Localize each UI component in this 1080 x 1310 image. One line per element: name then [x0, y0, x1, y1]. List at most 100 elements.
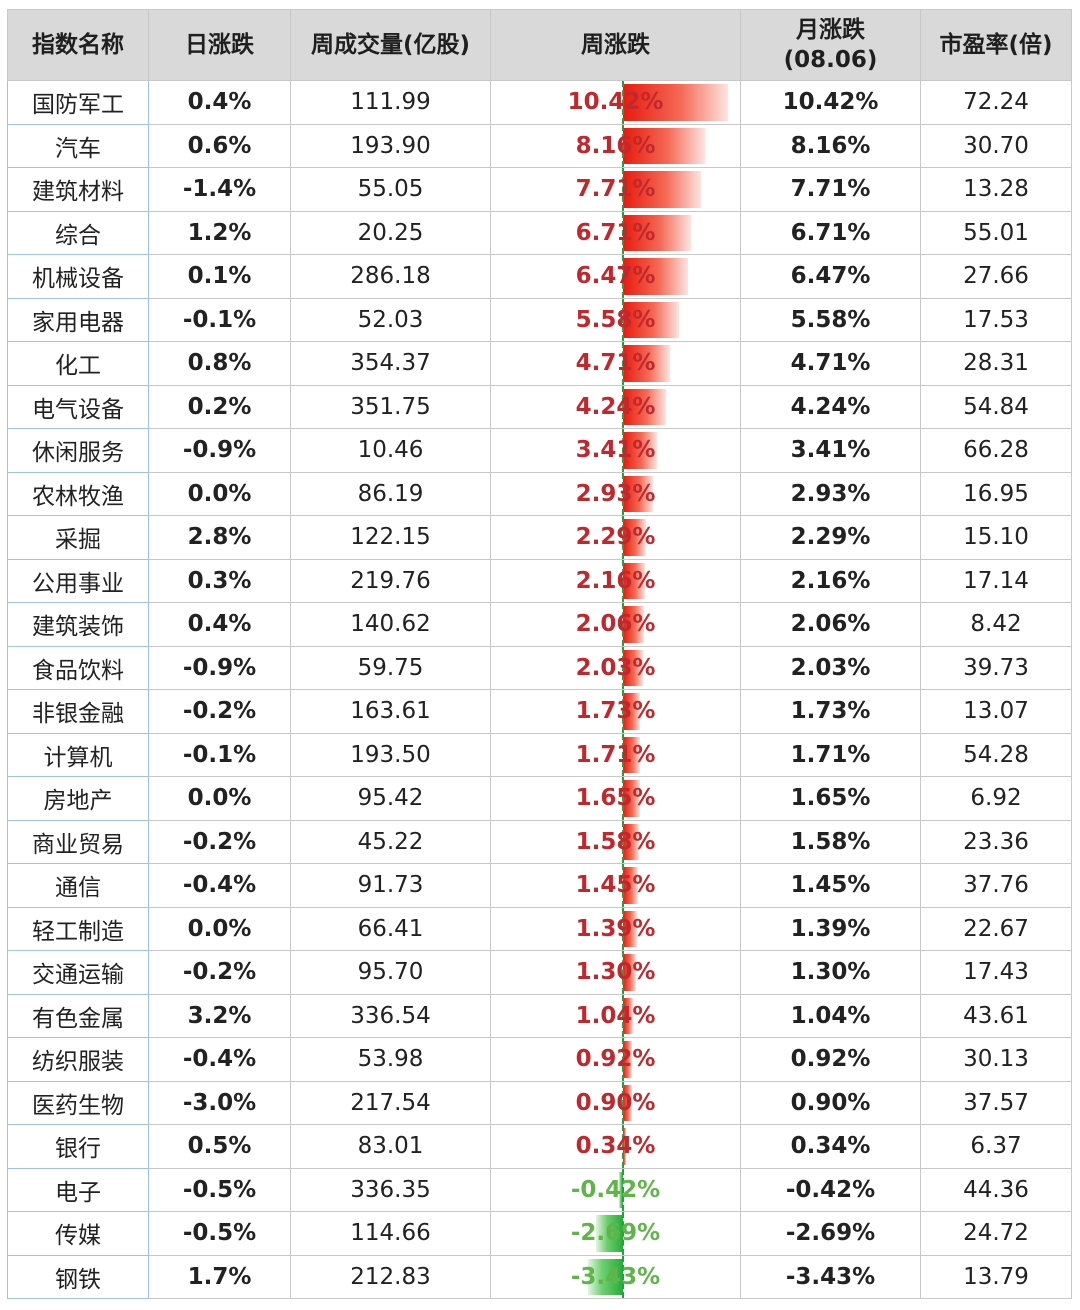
daily-change-cell: 0.5%: [148, 1124, 291, 1169]
weekly-change-label: 2.06%: [575, 611, 656, 638]
daily-change-cell: -0.9%: [148, 645, 291, 690]
pe-ratio-cell: 43.61: [920, 993, 1072, 1038]
weekly-change-label: 1.04%: [575, 1002, 656, 1029]
table-row[interactable]: 公用事业 0.3% 219.76 2.16% 2.16% 17.14: [7, 558, 1072, 603]
weekly-volume-cell: 336.35: [290, 1167, 491, 1212]
pe-ratio-cell: 37.76: [920, 863, 1072, 908]
weekly-change-label: 0.90%: [575, 1089, 656, 1116]
table-row[interactable]: 采掘 2.8% 122.15 2.29% 2.29% 15.10: [7, 515, 1072, 560]
index-name-cell: 电气设备: [7, 384, 149, 429]
weekly-change-label: 4.71%: [575, 350, 656, 377]
pe-ratio-cell: 28.31: [920, 341, 1072, 386]
table-row[interactable]: 纺织服装 -0.4% 53.98 0.92% 0.92% 30.13: [7, 1037, 1072, 1082]
pe-ratio-cell: 39.73: [920, 645, 1072, 690]
index-name-cell: 通信: [7, 863, 149, 908]
weekly-change-axis: [622, 603, 624, 646]
daily-change-cell: -0.9%: [148, 428, 291, 473]
weekly-change-bar: [623, 910, 637, 947]
table-row[interactable]: 钢铁 1.7% 212.83 -3.43% -3.43% 13.79: [7, 1254, 1072, 1299]
weekly-change-label: 2.29%: [575, 524, 656, 551]
weekly-volume-cell: 140.62: [290, 602, 491, 647]
pe-ratio-cell: 22.67: [920, 906, 1072, 951]
table-row[interactable]: 机械设备 0.1% 286.18 6.47% 6.47% 27.66: [7, 254, 1072, 299]
weekly-change-cell: 8.16%: [490, 123, 741, 168]
header-daily-change[interactable]: 日涨跌: [148, 9, 291, 81]
index-name-cell: 采掘: [7, 515, 149, 560]
pe-ratio-cell: 13.28: [920, 167, 1072, 212]
pe-ratio-cell: 17.43: [920, 950, 1072, 995]
weekly-change-label: 0.34%: [575, 1133, 656, 1160]
table-row[interactable]: 电子 -0.5% 336.35 -0.42% -0.42% 44.36: [7, 1167, 1072, 1212]
table-row[interactable]: 食品饮料 -0.9% 59.75 2.03% 2.03% 39.73: [7, 645, 1072, 690]
weekly-change-label: -2.69%: [570, 1220, 661, 1247]
weekly-change-cell: 3.41%: [490, 428, 741, 473]
weekly-change-bar: [623, 997, 634, 1034]
monthly-change-cell: -3.43%: [740, 1254, 921, 1299]
table-row[interactable]: 建筑装饰 0.4% 140.62 2.06% 2.06% 8.42: [7, 602, 1072, 647]
weekly-change-bar: [623, 214, 691, 251]
table-row[interactable]: 家用电器 -0.1% 52.03 5.58% 5.58% 17.53: [7, 297, 1072, 342]
weekly-change-axis: [622, 124, 624, 167]
weekly-change-axis: [622, 864, 624, 907]
pe-ratio-cell: 55.01: [920, 210, 1072, 255]
index-name-cell: 房地产: [7, 776, 149, 821]
weekly-volume-cell: 55.05: [290, 167, 491, 212]
table-row[interactable]: 交通运输 -0.2% 95.70 1.30% 1.30% 17.43: [7, 950, 1072, 995]
daily-change-cell: 0.4%: [148, 80, 291, 125]
table-row[interactable]: 汽车 0.6% 193.90 8.16% 8.16% 30.70: [7, 123, 1072, 168]
table-row[interactable]: 化工 0.8% 354.37 4.71% 4.71% 28.31: [7, 341, 1072, 386]
index-name-cell: 休闲服务: [7, 428, 149, 473]
table-row[interactable]: 传媒 -0.5% 114.66 -2.69% -2.69% 24.72: [7, 1211, 1072, 1256]
table-row[interactable]: 有色金属 3.2% 336.54 1.04% 1.04% 43.61: [7, 993, 1072, 1038]
daily-change-cell: 0.0%: [148, 776, 291, 821]
weekly-change-cell: 5.58%: [490, 297, 741, 342]
daily-change-cell: -0.1%: [148, 732, 291, 777]
table-row[interactable]: 电气设备 0.2% 351.75 4.24% 4.24% 54.84: [7, 384, 1072, 429]
monthly-change-cell: -2.69%: [740, 1211, 921, 1256]
weekly-change-axis: [622, 777, 624, 820]
header-weekly-change[interactable]: 周涨跌: [490, 9, 741, 81]
weekly-change-bar: [595, 1215, 623, 1252]
daily-change-cell: -0.5%: [148, 1167, 291, 1212]
header-monthly-change-date: (08.06): [783, 47, 878, 73]
weekly-change-bar: [623, 84, 728, 121]
weekly-change-cell: 1.65%: [490, 776, 741, 821]
monthly-change-cell: 1.39%: [740, 906, 921, 951]
table-row[interactable]: 房地产 0.0% 95.42 1.65% 1.65% 6.92: [7, 776, 1072, 821]
table-row[interactable]: 休闲服务 -0.9% 10.46 3.41% 3.41% 66.28: [7, 428, 1072, 473]
table-row[interactable]: 商业贸易 -0.2% 45.22 1.58% 1.58% 23.36: [7, 819, 1072, 864]
monthly-change-cell: 1.04%: [740, 993, 921, 1038]
weekly-change-label: 2.16%: [575, 567, 656, 594]
weekly-change-axis: [622, 1255, 624, 1298]
header-weekly-volume[interactable]: 周成交量(亿股): [290, 9, 491, 81]
table-row[interactable]: 通信 -0.4% 91.73 1.45% 1.45% 37.76: [7, 863, 1072, 908]
weekly-change-label: 8.16%: [575, 132, 656, 159]
index-name-cell: 家用电器: [7, 297, 149, 342]
table-row[interactable]: 医药生物 -3.0% 217.54 0.90% 0.90% 37.57: [7, 1080, 1072, 1125]
table-row[interactable]: 综合 1.2% 20.25 6.71% 6.71% 55.01: [7, 210, 1072, 255]
table-row[interactable]: 建筑材料 -1.4% 55.05 7.71% 7.71% 13.28: [7, 167, 1072, 212]
table-row[interactable]: 银行 0.5% 83.01 0.34% 0.34% 6.37: [7, 1124, 1072, 1169]
table-row[interactable]: 国防军工 0.4% 111.99 10.42% 10.42% 72.24: [7, 80, 1072, 125]
table-row[interactable]: 轻工制造 0.0% 66.41 1.39% 1.39% 22.67: [7, 906, 1072, 951]
table-row[interactable]: 非银金融 -0.2% 163.61 1.73% 1.73% 13.07: [7, 689, 1072, 734]
daily-change-cell: 3.2%: [148, 993, 291, 1038]
pe-ratio-cell: 72.24: [920, 80, 1072, 125]
header-monthly-change-label: 月涨跌: [796, 17, 865, 43]
weekly-change-axis: [622, 81, 624, 124]
header-pe-ratio[interactable]: 市盈率(倍): [920, 9, 1072, 81]
table-row[interactable]: 农林牧渔 0.0% 86.19 2.93% 2.93% 16.95: [7, 471, 1072, 516]
header-monthly-change[interactable]: 月涨跌 (08.06): [740, 9, 921, 81]
weekly-change-axis: [622, 168, 624, 211]
daily-change-cell: -3.0%: [148, 1080, 291, 1125]
weekly-volume-cell: 45.22: [290, 819, 491, 864]
weekly-change-bar: [623, 562, 645, 599]
table-row[interactable]: 计算机 -0.1% 193.50 1.71% 1.71% 54.28: [7, 732, 1072, 777]
header-name[interactable]: 指数名称: [7, 9, 149, 81]
weekly-change-cell: 1.45%: [490, 863, 741, 908]
monthly-change-cell: 1.45%: [740, 863, 921, 908]
index-name-cell: 钢铁: [7, 1254, 149, 1299]
weekly-change-bar: [623, 1041, 633, 1078]
monthly-change-cell: 2.16%: [740, 558, 921, 603]
weekly-change-axis: [622, 907, 624, 950]
